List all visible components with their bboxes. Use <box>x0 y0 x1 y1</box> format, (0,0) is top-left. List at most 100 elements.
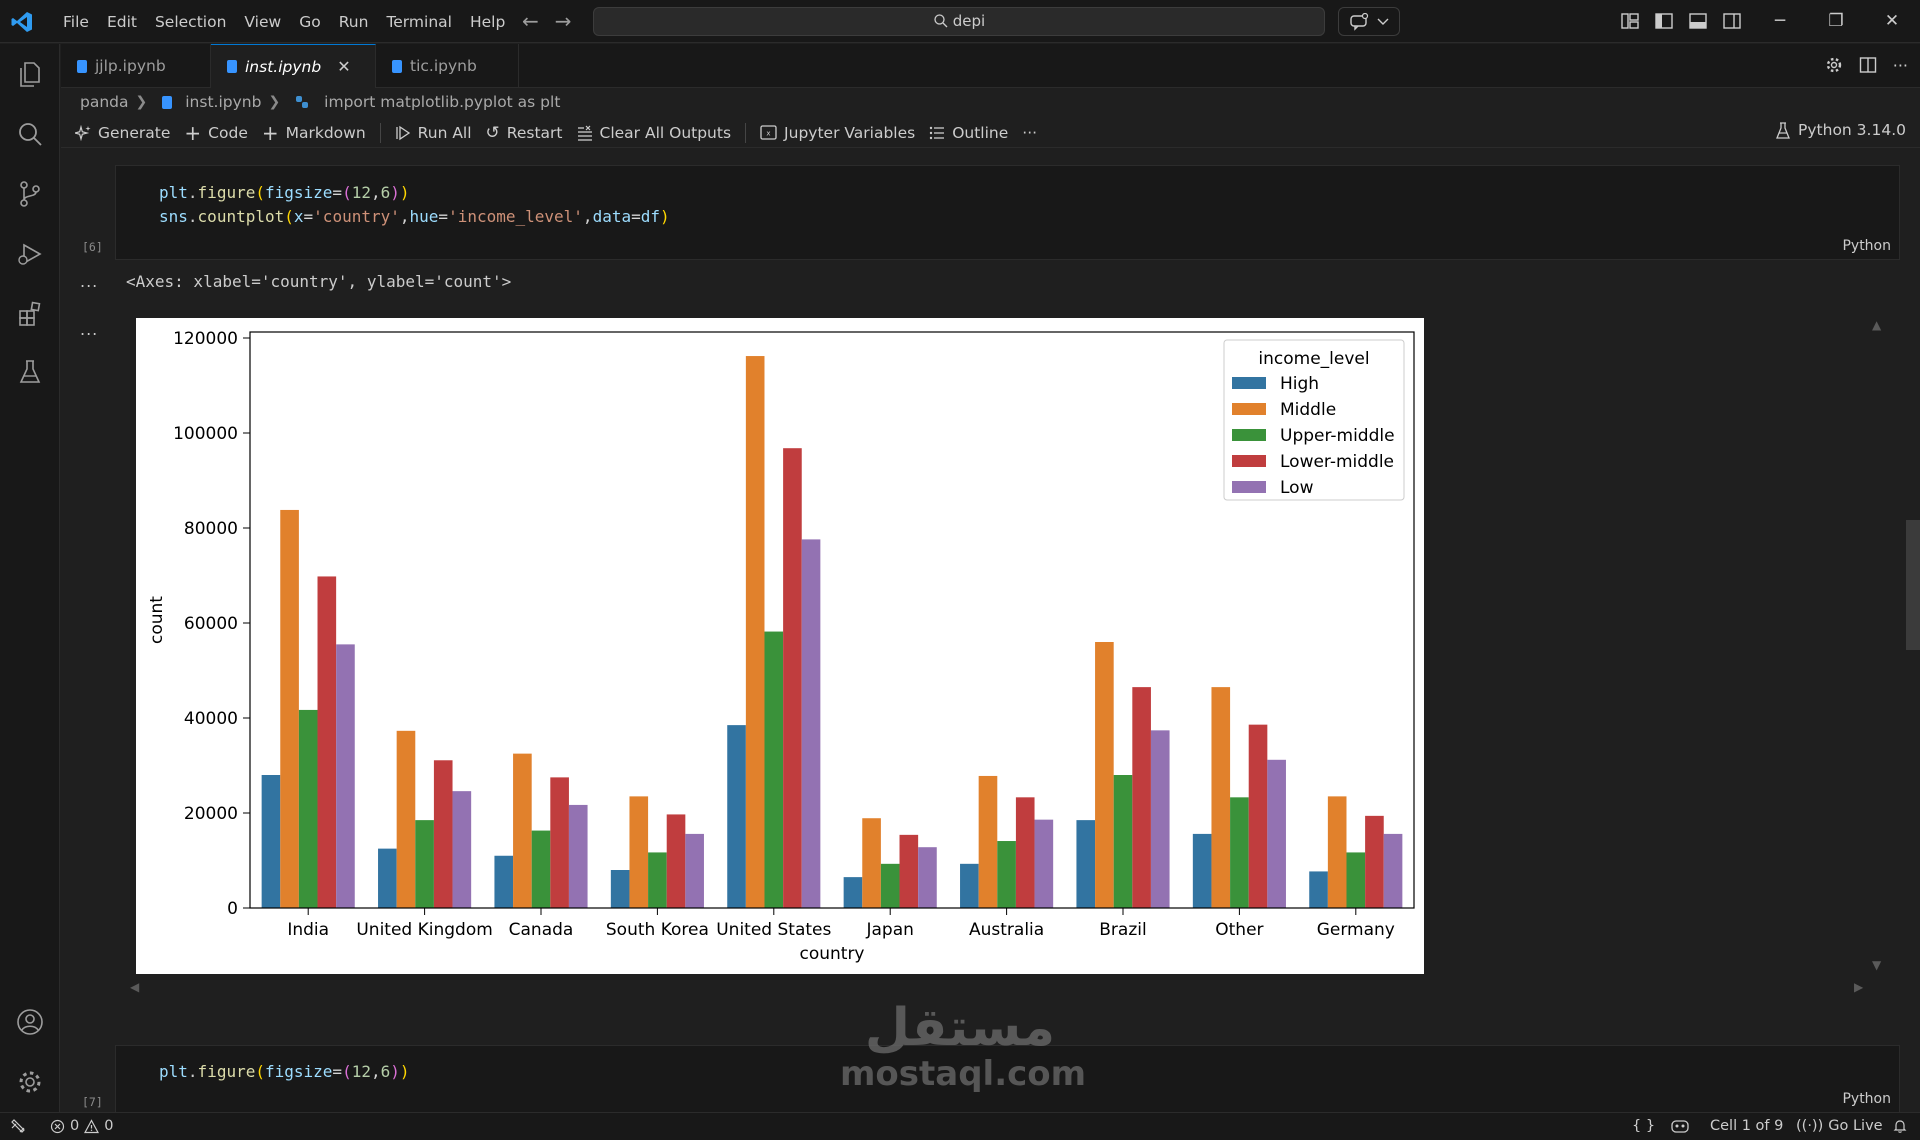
run-all-button[interactable]: Run All <box>395 118 472 148</box>
code-cell[interactable]: plt.figure(figsize=(12,6)) Python <box>115 1045 1900 1112</box>
scroll-down-arrow-icon[interactable]: ▼ <box>1872 958 1882 972</box>
y-tick-label: 80000 <box>184 519 238 539</box>
generate-button[interactable]: Generate <box>75 118 170 148</box>
breadcrumb-symbol[interactable]: import matplotlib.pyplot as plt <box>324 93 561 111</box>
bar <box>843 877 863 908</box>
go-live-button[interactable]: ((·)) Go Live <box>1796 1118 1883 1134</box>
back-arrow-icon[interactable]: ← <box>522 9 539 33</box>
restart-icon: ↺ <box>485 122 500 143</box>
language-braces[interactable]: { } <box>1632 1118 1655 1134</box>
output-menu-icon[interactable]: ... <box>80 272 99 291</box>
watermark-arabic: مستقل <box>864 998 1056 1058</box>
kernel-flask-icon <box>1776 121 1790 139</box>
notebook-file-icon <box>392 59 402 73</box>
manage-gear-icon[interactable] <box>14 1066 46 1098</box>
account-icon[interactable] <box>14 1006 46 1038</box>
x-tick-label: South Korea <box>606 920 709 940</box>
menu-go[interactable]: Go <box>299 12 321 31</box>
python-cell-icon <box>296 96 309 108</box>
remote-indicator[interactable] <box>10 1118 26 1134</box>
execution-count: [6] <box>82 240 103 254</box>
menu-help[interactable]: Help <box>469 12 506 31</box>
x-tick-label: United Kingdom <box>356 920 492 940</box>
menu-file[interactable]: File <box>63 12 89 31</box>
tab-bar: jjlp.ipynb inst.ipynb ✕ tic.ipynb ··· <box>61 44 1920 88</box>
cell-position[interactable]: Cell 1 of 9 <box>1710 1118 1783 1134</box>
output-menu-icon[interactable]: ... <box>80 320 99 339</box>
source-control-icon[interactable] <box>14 178 46 210</box>
vertical-scrollbar-thumb[interactable] <box>1906 520 1920 650</box>
y-tick-label: 40000 <box>184 709 238 729</box>
notifications-bell-icon[interactable] <box>1892 1118 1908 1134</box>
more-toolbar-actions[interactable]: ··· <box>1022 118 1037 148</box>
cell-language-label[interactable]: Python <box>1842 238 1891 254</box>
tab-tic[interactable]: tic.ipynb <box>376 44 519 88</box>
bar <box>978 775 998 908</box>
split-editor-icon[interactable] <box>1859 56 1877 74</box>
minimize-icon[interactable]: ─ <box>1774 11 1786 31</box>
explorer-icon[interactable] <box>14 58 46 90</box>
tab-jjlp[interactable]: jjlp.ipynb <box>61 44 211 88</box>
menu-edit[interactable]: Edit <box>106 12 137 31</box>
more-actions-icon[interactable]: ··· <box>1892 56 1908 75</box>
code-line[interactable]: sns.countplot(x='country',hue='income_le… <box>159 207 670 226</box>
extensions-icon[interactable] <box>14 298 46 330</box>
scroll-left-arrow-icon[interactable]: ◀ <box>130 980 140 994</box>
problems-indicator[interactable]: 0 0 <box>50 1118 113 1134</box>
menu-terminal[interactable]: Terminal <box>386 12 452 31</box>
search-icon[interactable] <box>14 118 46 150</box>
notebook-toolbar: Generate + Code + Markdown Run All ↺ Res… <box>61 118 1920 148</box>
cell-language-label[interactable]: Python <box>1842 1091 1891 1107</box>
bar <box>378 848 397 908</box>
menu-view[interactable]: View <box>244 12 282 31</box>
breadcrumb: panda ❯ inst.ipynb ❯ import matplotlib.p… <box>80 90 560 114</box>
command-center-search[interactable]: depi <box>593 7 1325 36</box>
outline-list-icon <box>930 126 945 139</box>
run-and-debug-icon[interactable] <box>14 238 46 270</box>
copilot-status[interactable] <box>1670 1118 1690 1134</box>
kernel-picker[interactable]: Python 3.14.0 <box>1776 121 1906 139</box>
customize-layout-icon[interactable] <box>1620 11 1640 31</box>
bar <box>745 356 765 908</box>
restart-button[interactable]: ↺ Restart <box>486 118 563 148</box>
testing-flask-icon[interactable] <box>14 356 46 388</box>
bar <box>610 870 630 908</box>
clear-all-icon <box>577 125 592 141</box>
menu-selection[interactable]: Selection <box>154 12 227 31</box>
forward-arrow-icon[interactable]: → <box>554 9 572 33</box>
x-tick-label: India <box>287 920 329 940</box>
breadcrumb-file[interactable]: inst.ipynb <box>185 93 262 111</box>
bar <box>1267 759 1286 908</box>
copilot-button[interactable] <box>1338 7 1400 36</box>
scroll-up-arrow-icon[interactable]: ▲ <box>1872 318 1882 332</box>
jupyter-variables-button[interactable]: x Jupyter Variables <box>760 118 915 148</box>
x-tick-label: Germany <box>1317 920 1395 940</box>
code-line[interactable]: plt.figure(figsize=(12,6)) <box>159 183 410 202</box>
scroll-right-arrow-icon[interactable]: ▶ <box>1854 980 1864 994</box>
add-code-cell-button[interactable]: + Code <box>184 118 247 148</box>
toggle-panel-icon[interactable] <box>1688 11 1708 31</box>
tab-inst[interactable]: inst.ipynb ✕ <box>211 44 376 88</box>
toggle-secondary-sidebar-icon[interactable] <box>1722 11 1742 31</box>
code-cell[interactable]: plt.figure(figsize=(12,6)) sns.countplot… <box>115 165 1900 260</box>
breadcrumb-folder[interactable]: panda <box>80 93 129 111</box>
search-text: depi <box>952 12 986 30</box>
toolbar-divider <box>745 122 747 143</box>
restore-icon[interactable]: ❐ <box>1828 11 1844 31</box>
close-window-icon[interactable]: ✕ <box>1884 11 1900 31</box>
toggle-primary-sidebar-icon[interactable] <box>1654 11 1674 31</box>
outline-button[interactable]: Outline <box>929 118 1008 148</box>
notebook-file-icon <box>162 95 173 109</box>
clear-outputs-button[interactable]: Clear All Outputs <box>577 118 731 148</box>
tab-label: inst.ipynb <box>245 57 322 76</box>
copilot-chat-icon <box>1350 12 1369 31</box>
settings-gear-icon[interactable] <box>1825 56 1843 74</box>
legend-entry: Middle <box>1280 400 1336 420</box>
add-markdown-cell-button[interactable]: + Markdown <box>262 118 366 148</box>
plot-frame <box>249 331 1415 909</box>
close-tab-icon[interactable]: ✕ <box>337 57 351 76</box>
activity-bar <box>0 44 60 1112</box>
sparkle-icon <box>75 124 91 141</box>
menu-run[interactable]: Run <box>338 12 369 31</box>
code-line[interactable]: plt.figure(figsize=(12,6)) <box>159 1062 410 1081</box>
